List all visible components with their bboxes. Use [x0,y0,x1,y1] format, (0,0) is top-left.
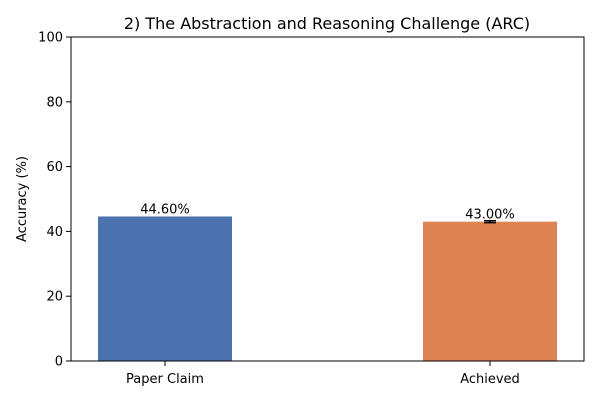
plot-frame [70,36,585,362]
x-axis-ticks: Paper Claim Achieved [126,361,520,387]
bar-value-label: 44.60% [140,202,190,217]
bar-achieved [423,221,557,361]
bar-paper-claim [98,216,232,361]
y-tick-label: 40 [46,225,63,240]
y-tick-label: 20 [46,290,63,305]
value-labels: 44.60% 43.00% [140,202,515,222]
bar-series [98,216,557,361]
y-tick-label: 80 [46,95,63,110]
y-axis-ticks: 0 20 40 60 80 100 [38,31,71,370]
error-bars [484,219,496,224]
x-tick-label: Achieved [460,372,520,387]
bar-value-label: 43.00% [465,208,515,223]
x-tick-label: Paper Claim [126,372,204,387]
y-tick-label: 100 [38,31,63,46]
y-tick-label: 60 [46,160,63,175]
y-tick-label: 0 [55,355,63,370]
y-axis-label: Accuracy (%) [15,156,30,242]
chart-title: 2) The Abstraction and Reasoning Challen… [124,14,530,33]
